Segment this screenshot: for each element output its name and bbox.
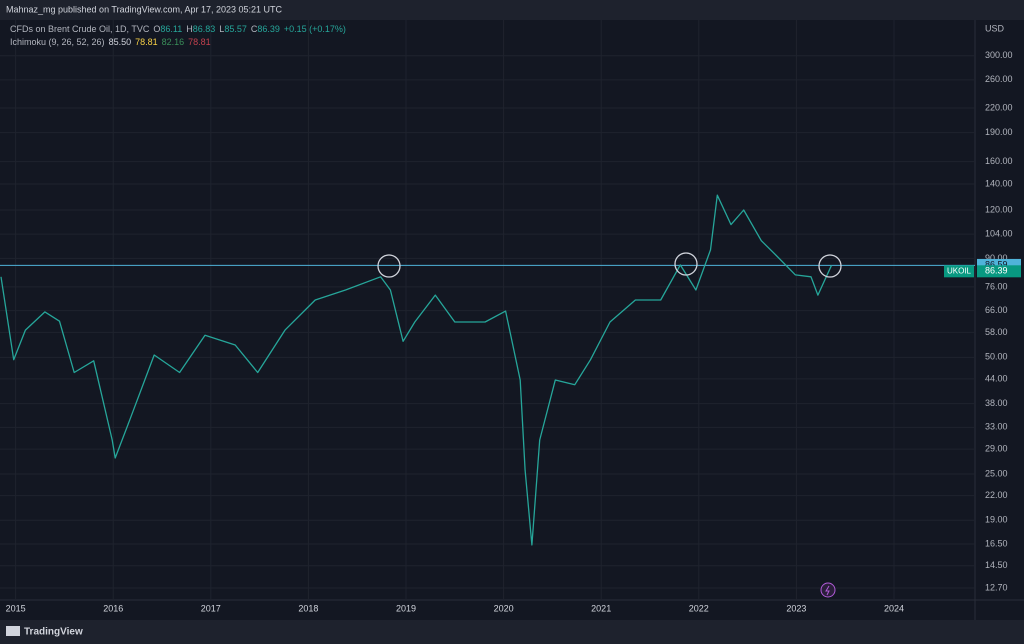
bottom-bar [0, 620, 1024, 644]
legend-indicator: Ichimoku (9, 26, 52, 26) 85.50 78.81 82.16 7… [10, 37, 211, 47]
price-label: 86.39 [985, 266, 1008, 276]
y-tick-label: 140.00 [985, 178, 1013, 188]
indicator-name: Ichimoku (9, 26, 52, 26) [10, 37, 105, 47]
price-series [0, 194, 833, 546]
y-tick-label: 29.00 [985, 443, 1008, 453]
y-tick-label: 220.00 [985, 102, 1013, 112]
annotation-circle [674, 252, 698, 276]
y-tick-label: 66.00 [985, 305, 1008, 315]
y-tick-label: 120.00 [985, 204, 1013, 214]
indicator-value: 78.81 [135, 37, 158, 47]
price-label-bg [977, 265, 1021, 278]
event-icon-bolt [825, 585, 830, 596]
y-tick-label: 19.00 [985, 515, 1008, 525]
ask-label: 86.59 [985, 259, 1008, 269]
y-tick-label: 190.00 [985, 127, 1013, 137]
x-tick-label: 2020 [494, 603, 514, 613]
indicator-value: 78.81 [188, 37, 211, 47]
legend-l: 85.57 [224, 24, 247, 34]
x-tick-label: 2024 [884, 603, 904, 613]
legend-h-label: H [186, 24, 193, 34]
indicator-value: 85.50 [109, 37, 132, 47]
legend-l-label: L [219, 24, 224, 34]
y-tick-label: 76.00 [985, 281, 1008, 291]
x-tick-label: 2023 [786, 603, 806, 613]
y-tick-label: 90.00 [985, 253, 1008, 263]
annotation-circle [818, 254, 842, 278]
legend-change: +0.15 (+0.17%) [284, 24, 346, 34]
plot [0, 194, 975, 546]
grid [0, 20, 975, 600]
x-tick-label: 2022 [689, 603, 709, 613]
top-bar [0, 0, 1024, 20]
legend-symbol: CFDs on Brent Crude Oil, 1D, TVC [10, 24, 150, 34]
y-tick-label: 260.00 [985, 74, 1013, 84]
legend-h: 86.83 [193, 24, 216, 34]
annotation-circle [377, 254, 401, 278]
y-tick-label: 44.00 [985, 373, 1008, 383]
indicator-value: 82.16 [162, 37, 185, 47]
y-tick-label: 58.00 [985, 327, 1008, 337]
legend-o-label: O [153, 24, 160, 34]
y-tick-label: 22.00 [985, 490, 1008, 500]
currency: USD [985, 23, 1005, 33]
x-tick-label: 2017 [201, 603, 221, 613]
y-tick-label: 16.50 [985, 538, 1008, 548]
x-tick-label: 2019 [396, 603, 416, 613]
x-tick-label: 2016 [103, 603, 123, 613]
y-tick-label: 38.00 [985, 398, 1008, 408]
legend-c: 86.39 [257, 24, 280, 34]
publisher: Mahnaz_mg published on TradingView.com, … [6, 4, 283, 14]
y-tick-label: 33.00 [985, 422, 1008, 432]
y-tick-label: 300.00 [985, 50, 1013, 60]
legend-line: CFDs on Brent Crude Oil, 1D, TVC O86.11 H8… [10, 24, 346, 34]
symbol-label-bg [944, 265, 974, 278]
y-tick-label: 14.50 [985, 560, 1008, 570]
y-tick-label: 50.00 [985, 352, 1008, 362]
footer-brand: TradingView [24, 627, 83, 638]
logo [6, 626, 20, 636]
y-tick-label: 25.00 [985, 468, 1008, 478]
symbol-label: UKOIL [947, 266, 972, 275]
legend-c-label: C [251, 24, 258, 34]
x-tick-label: 2021 [591, 603, 611, 613]
legend-o: 86.11 [160, 24, 182, 34]
x-tick-label: 2015 [6, 603, 26, 613]
y-tick-label: 104.00 [985, 228, 1013, 238]
x-tick-label: 2018 [298, 603, 318, 613]
y-tick-label: 12.70 [985, 582, 1008, 592]
y-tick-label: 160.00 [985, 156, 1013, 166]
event-icon[interactable] [820, 582, 836, 598]
